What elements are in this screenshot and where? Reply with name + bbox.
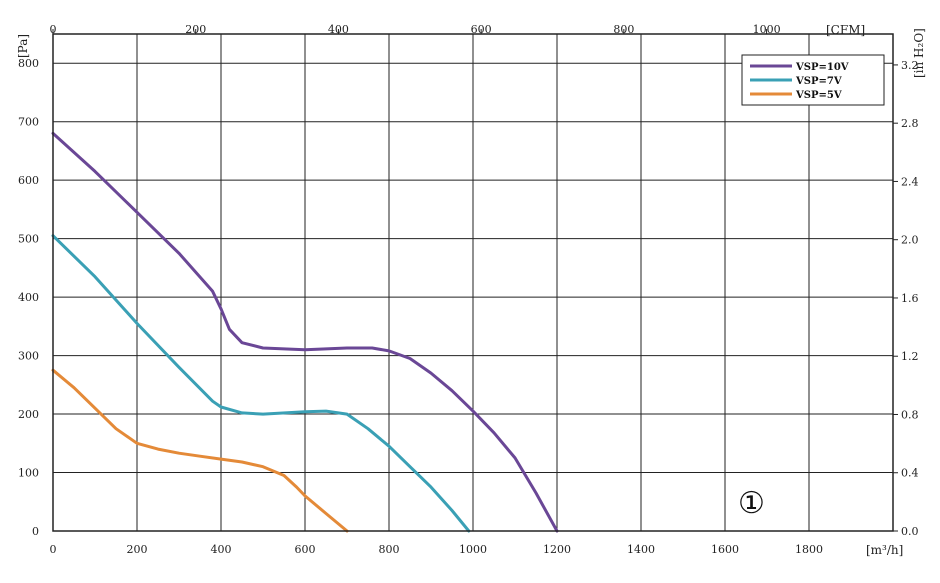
- legend-label: VSP=10V: [795, 62, 849, 73]
- plot-frame: [52, 33, 894, 532]
- y-tick-label: 700: [18, 116, 39, 129]
- y-tick-label: 0: [32, 525, 39, 538]
- x-tick-label: 1000: [459, 543, 487, 556]
- y2-tick-label: 2.4: [901, 175, 919, 188]
- y-tick-label: 400: [18, 291, 39, 304]
- y-tick-label: 800: [18, 57, 39, 70]
- x2-tick-label: 600: [471, 23, 492, 36]
- x2-axis-unit-label: [CFM]: [826, 23, 865, 37]
- series-line-3: [51, 368, 349, 533]
- legend-label: VSP=5V: [795, 90, 842, 101]
- x-tick-label: 1600: [711, 543, 739, 556]
- grid-lines: [53, 34, 893, 531]
- x-tick-label: 1200: [543, 543, 571, 556]
- x-tick-label: 0: [50, 543, 57, 556]
- x-tick-label: 1400: [627, 543, 655, 556]
- y-tick-label: 300: [18, 350, 39, 363]
- x-axis-unit-label: [m³/h]: [866, 543, 903, 557]
- x-tick-label: 400: [211, 543, 232, 556]
- y-tick-label: 600: [18, 174, 39, 187]
- y2-tick-label: 0.4: [901, 467, 919, 480]
- series-lines: [51, 131, 559, 533]
- y-tick-label: 200: [18, 408, 39, 421]
- legend-label: VSP=7V: [795, 76, 842, 87]
- y-tick-label: 100: [18, 467, 39, 480]
- chart-annotation: ①: [738, 486, 765, 521]
- y-tick-label: 500: [18, 233, 39, 246]
- y2-axis-unit-label: [in H₂O]: [912, 28, 926, 78]
- axis-ticks: 0 200 400 600 800 1000 1200 1400 1600 1800 0 100 200…: [18, 23, 919, 556]
- x2-tick-label: 800: [613, 23, 634, 36]
- x2-tick-label: 400: [328, 23, 349, 36]
- legend: VSP=10V VSP=7V VSP=5V: [741, 54, 885, 106]
- x-tick-label: 1800: [795, 543, 823, 556]
- y2-tick-label: 2.0: [901, 234, 919, 247]
- y2-tick-label: 2.8: [901, 117, 919, 130]
- y2-tick-label: 3.2: [901, 59, 919, 72]
- x2-tick-label: 1000: [753, 23, 781, 36]
- x-tick-label: 600: [295, 543, 316, 556]
- x2-tick-label: 200: [185, 23, 206, 36]
- y2-tick-label: 0.0: [901, 525, 919, 538]
- x-tick-label: 200: [127, 543, 148, 556]
- series-line-2: [51, 234, 471, 533]
- x-tick-label: 800: [379, 543, 400, 556]
- series-line-1: [51, 131, 559, 533]
- x2-tick-label: 0: [50, 23, 57, 36]
- y2-tick-label: 0.8: [901, 408, 919, 421]
- y2-tick-label: 1.6: [901, 292, 919, 305]
- y2-tick-label: 1.2: [901, 350, 919, 363]
- y-axis-unit-label: [Pa]: [16, 34, 30, 58]
